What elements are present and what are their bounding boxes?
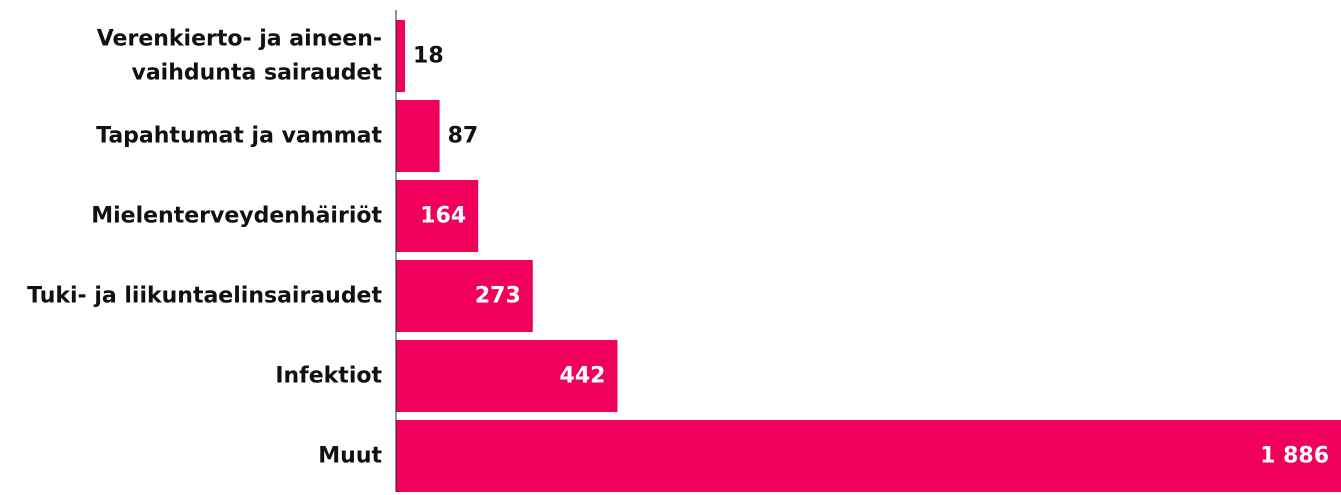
bars-group (396, 20, 1341, 492)
bar (396, 180, 479, 252)
value-label: 87 (448, 124, 479, 149)
category-labels-group: Verenkierto- ja aineen-vaihdunta sairaud… (27, 27, 382, 469)
category-label: Mielenterveydenhäiriöt (91, 204, 382, 229)
category-label: Verenkierto- ja aineen-vaihdunta sairaud… (97, 27, 383, 86)
bar (396, 420, 1341, 492)
value-labels-group: 18 87 164 273 442 1 886 (413, 44, 1329, 469)
bar (396, 260, 533, 332)
bar (396, 20, 406, 92)
value-label: 1 886 (1260, 444, 1329, 469)
bar (396, 340, 618, 412)
value-label: 164 (420, 204, 466, 229)
value-label: 18 (413, 44, 444, 69)
category-label: Muut (318, 444, 382, 469)
category-label: Infektiot (275, 364, 382, 389)
value-label: 442 (560, 364, 606, 389)
category-label: Tuki- ja liikuntaelinsairaudet (27, 284, 382, 309)
category-label: Tapahtumat ja vammat (96, 124, 382, 149)
value-label: 273 (475, 284, 521, 309)
bar (396, 100, 440, 172)
